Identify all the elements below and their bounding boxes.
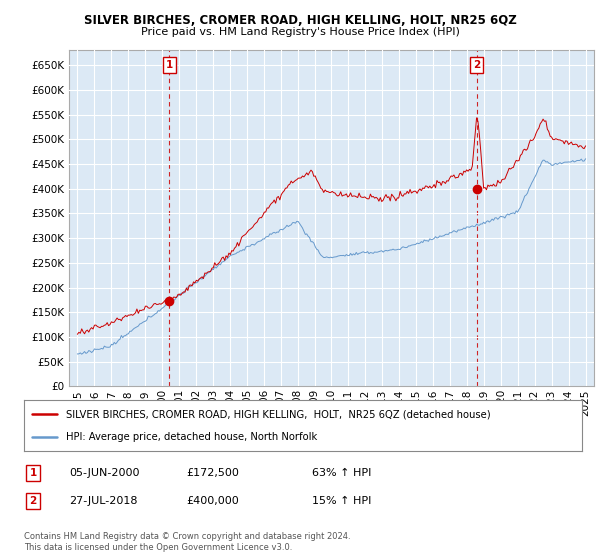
Text: £400,000: £400,000 <box>186 496 239 506</box>
Text: 05-JUN-2000: 05-JUN-2000 <box>69 468 139 478</box>
Text: 2: 2 <box>473 60 480 70</box>
Text: 63% ↑ HPI: 63% ↑ HPI <box>312 468 371 478</box>
Text: HPI: Average price, detached house, North Norfolk: HPI: Average price, detached house, Nort… <box>66 432 317 442</box>
Text: 15% ↑ HPI: 15% ↑ HPI <box>312 496 371 506</box>
Text: SILVER BIRCHES, CROMER ROAD, HIGH KELLING,  HOLT,  NR25 6QZ (detached house): SILVER BIRCHES, CROMER ROAD, HIGH KELLIN… <box>66 409 490 419</box>
Text: 27-JUL-2018: 27-JUL-2018 <box>69 496 137 506</box>
Text: £172,500: £172,500 <box>186 468 239 478</box>
Text: 1: 1 <box>166 60 173 70</box>
Text: Price paid vs. HM Land Registry's House Price Index (HPI): Price paid vs. HM Land Registry's House … <box>140 27 460 37</box>
Text: Contains HM Land Registry data © Crown copyright and database right 2024.
This d: Contains HM Land Registry data © Crown c… <box>24 532 350 552</box>
Text: 1: 1 <box>29 468 37 478</box>
Text: 2: 2 <box>29 496 37 506</box>
Text: SILVER BIRCHES, CROMER ROAD, HIGH KELLING, HOLT, NR25 6QZ: SILVER BIRCHES, CROMER ROAD, HIGH KELLIN… <box>83 14 517 27</box>
